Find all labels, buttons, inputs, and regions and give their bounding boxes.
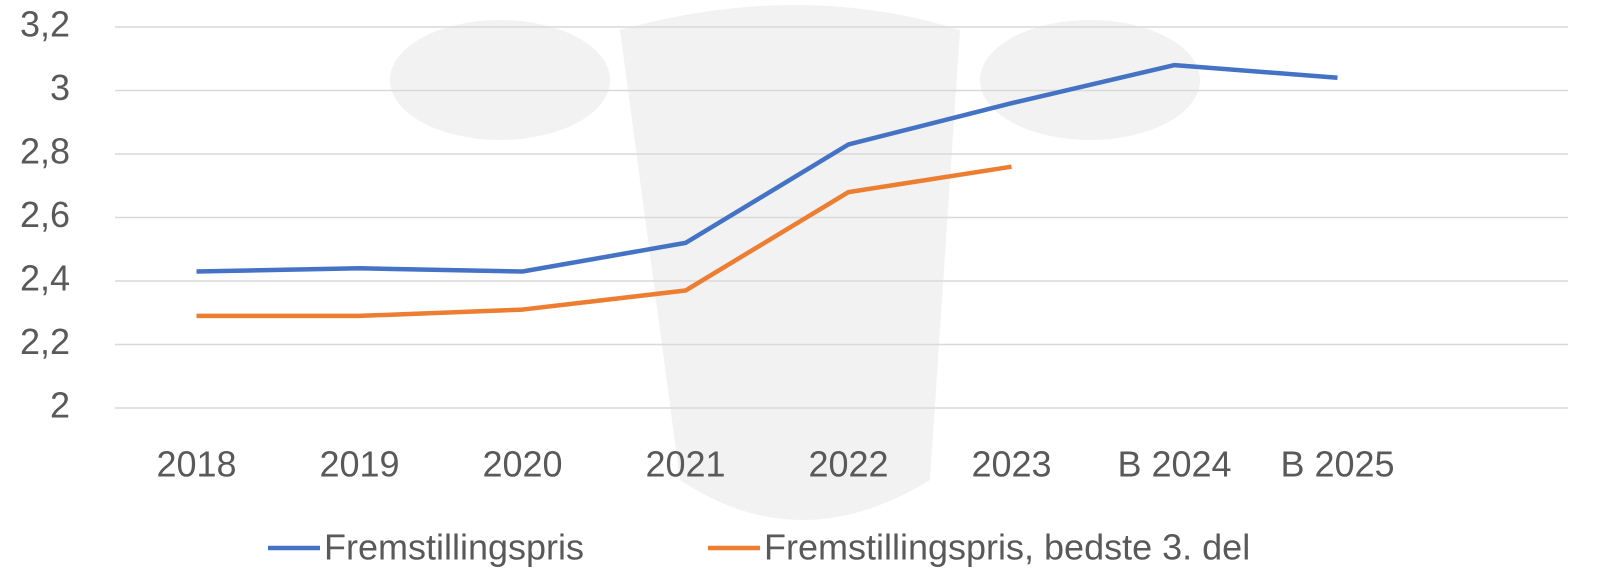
x-tick-label: 2018 [156,444,236,485]
y-tick-label: 2,2 [20,321,70,362]
x-tick-label: 2019 [319,444,399,485]
y-tick-label: 3 [50,67,70,108]
x-tick-label: 2020 [482,444,562,485]
legend-label: Fremstillingspris [324,527,584,568]
x-tick-label: B 2025 [1280,444,1394,485]
y-tick-label: 2,6 [20,194,70,235]
y-tick-label: 2,4 [20,258,70,299]
y-tick-label: 2,8 [20,131,70,172]
x-tick-label: 2023 [971,444,1051,485]
y-tick-label: 2 [50,385,70,426]
x-tick-label: B 2024 [1117,444,1231,485]
x-tick-label: 2021 [645,444,725,485]
chart: 2 2,2 2,4 2,6 2,8 3 3,2 2018 2019 2020 2021 2022 202… [0,0,1610,587]
legend-label: Fremstillingspris, bedste 3. del [764,527,1250,568]
x-tick-label: 2022 [808,444,888,485]
y-tick-label: 3,2 [20,4,70,45]
